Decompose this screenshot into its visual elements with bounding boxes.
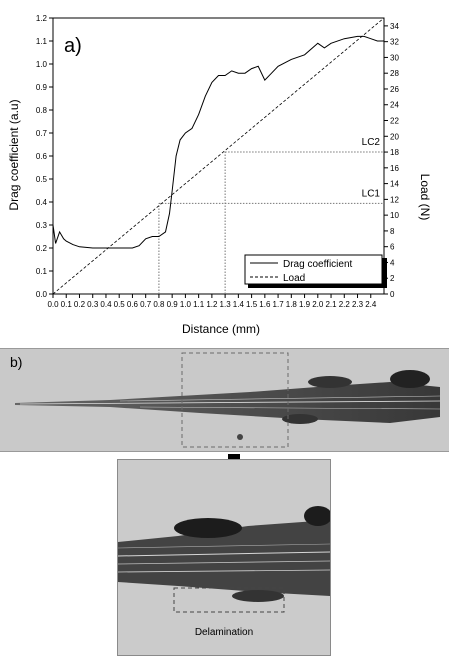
y2-tick-label: 20 <box>390 132 399 141</box>
x-tick-label: 1.4 <box>233 300 245 309</box>
x-tick-label: 0.0 <box>47 300 59 309</box>
y2-axis-label: Load (N) <box>418 174 432 221</box>
y2-tick-label: 34 <box>390 22 399 31</box>
y-tick-label: 0.1 <box>36 267 48 276</box>
delamination-marker <box>173 587 285 613</box>
x-tick-label: 2.4 <box>365 300 377 309</box>
x-tick-label: 2.1 <box>325 300 337 309</box>
x-tick-label: 2.0 <box>312 300 324 309</box>
y2-tick-label: 18 <box>390 148 399 157</box>
x-tick-label: 1.5 <box>246 300 258 309</box>
x-tick-label: 0.9 <box>167 300 179 309</box>
y2-tick-label: 8 <box>390 227 395 236</box>
y2-tick-label: 12 <box>390 195 399 204</box>
y-tick-label: 0.9 <box>36 83 48 92</box>
y-axis-label: Drag coefficient (a.u) <box>7 99 21 210</box>
x-tick-label: 0.7 <box>140 300 152 309</box>
panel-label-a: a) <box>64 35 82 57</box>
drag-load-chart: 0.0 0.1 0.2 0.3 0.4 0.5 0.6 0.7 0.8 0.9 1.0 1.1 1.2 1… <box>7 14 432 336</box>
x-axis-label: Distance (mm) <box>182 322 260 336</box>
series-load <box>52 17 385 295</box>
y-tick-label: 0.2 <box>36 244 48 253</box>
panel-label-b: b) <box>10 354 22 370</box>
y2-tick-label: 2 <box>390 274 395 283</box>
y-tick-label: 1.1 <box>36 37 48 46</box>
scratch-track <box>15 370 441 440</box>
x-tick-label: 0.1 <box>61 300 73 309</box>
y2-tick-label: 6 <box>390 243 395 252</box>
zoom-region-marker <box>181 352 289 448</box>
y-tick-label: 0.7 <box>36 129 48 138</box>
x-tick-label: 0.3 <box>87 300 99 309</box>
y2-tick-label: 26 <box>390 85 399 94</box>
y2-tick-label: 24 <box>390 101 399 110</box>
micrograph-zoom: Delamination <box>117 459 331 656</box>
legend-box <box>244 254 383 285</box>
x-tick-label: 1.3 <box>220 300 232 309</box>
y2-tick-label: 4 <box>390 258 395 267</box>
legend-label-load: Load <box>283 273 305 284</box>
delamination-label: Delamination <box>195 627 253 638</box>
x-tick-label: 1.0 <box>180 300 192 309</box>
series-drag-coefficient <box>52 35 384 249</box>
x-tick-label: 2.2 <box>339 300 351 309</box>
x-tick-label: 2.3 <box>352 300 364 309</box>
y-tick-label: 0.6 <box>36 152 48 161</box>
y2-tick-label: 32 <box>390 38 399 47</box>
x-tick-label: 0.5 <box>114 300 126 309</box>
x-tick-label: 0.8 <box>153 300 165 309</box>
y-tick-label: 0.5 <box>36 175 48 184</box>
y-tick-label: 1.2 <box>36 14 48 23</box>
x-tick-label: 1.7 <box>273 300 285 309</box>
y2-tick-label: 16 <box>390 164 399 173</box>
legend: Drag coefficient Load <box>244 254 387 288</box>
annotation-label: LC1 <box>362 188 381 199</box>
x-tick-label: 1.8 <box>286 300 298 309</box>
x-tick-label: 0.2 <box>74 300 86 309</box>
x-tick-label: 0.4 <box>100 300 112 309</box>
y-tick-label: 0.4 <box>36 198 48 207</box>
annotation-label: LC2 <box>362 137 381 148</box>
y2-tick-label: 0 <box>390 290 395 299</box>
y-tick-label: 0.8 <box>36 106 48 115</box>
zoom-scratch-track <box>118 506 330 602</box>
y2-tick-label: 28 <box>390 69 399 78</box>
legend-label-drag: Drag coefficient <box>283 259 353 270</box>
y2-tick-label: 14 <box>390 180 399 189</box>
y2-tick-label: 30 <box>390 53 399 62</box>
y-tick-label: 0.3 <box>36 221 48 230</box>
y-tick-label: 0.0 <box>36 290 48 299</box>
y2-tick-label: 10 <box>390 211 399 220</box>
y2-tick-label: 22 <box>390 117 399 126</box>
micrograph-b: b) <box>0 348 449 452</box>
y-tick-label: 1.0 <box>36 60 48 69</box>
x-tick-label: 1.9 <box>299 300 311 309</box>
x-tick-label: 1.1 <box>193 300 205 309</box>
x-tick-label: 0.6 <box>127 300 139 309</box>
x-tick-label: 1.6 <box>259 300 271 309</box>
x-tick-label: 1.2 <box>206 300 218 309</box>
